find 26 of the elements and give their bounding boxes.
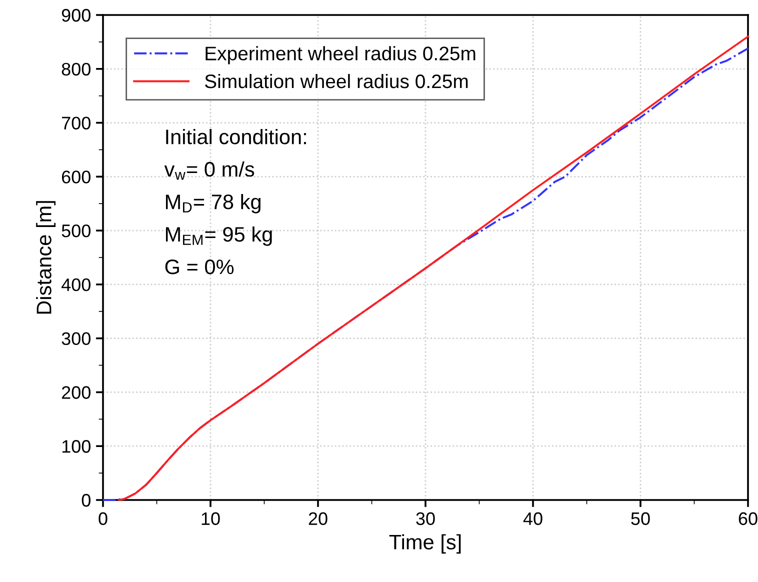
x-tick-label: 60	[738, 512, 758, 526]
y-tick-label: 500	[62, 224, 90, 238]
y-tick-label: 700	[62, 116, 90, 130]
x-tick-label: 30	[416, 512, 435, 526]
y-tick-label: 200	[62, 386, 90, 399]
x-tick-label: 10	[202, 512, 220, 526]
y-tick-label: 300	[62, 332, 90, 346]
y-tick-label: 800	[62, 62, 90, 76]
y-tick-label: 900	[62, 8, 90, 22]
y-tick-label: 100	[62, 440, 90, 453]
x-tick-label: 40	[523, 512, 542, 526]
legend-label: Simulation wheel radius 0.25m	[204, 74, 468, 88]
annotation: v$_{w}$= 0 m/s	[164, 161, 254, 180]
y-tick-label: 0	[82, 494, 90, 507]
annotation: Initial condition:	[166, 128, 306, 144]
x-tick-label: 0	[98, 512, 108, 526]
x-axis-title: Time [s]	[389, 534, 461, 554]
y-tick-label: 400	[61, 278, 90, 292]
y-axis-title: Distance [m]	[36, 201, 56, 314]
legend-label: Experiment wheel radius 0.25m	[206, 46, 476, 64]
y-tick-label: 600	[62, 170, 90, 184]
annotation: M$_{D}$= 78 kg	[166, 194, 260, 214]
x-tick-label: 50	[631, 512, 650, 526]
annotation: M$_{EM}$= 95 kg	[166, 226, 272, 246]
annotation: G = 0%	[165, 260, 234, 274]
x-tick-label: 20	[308, 512, 328, 526]
